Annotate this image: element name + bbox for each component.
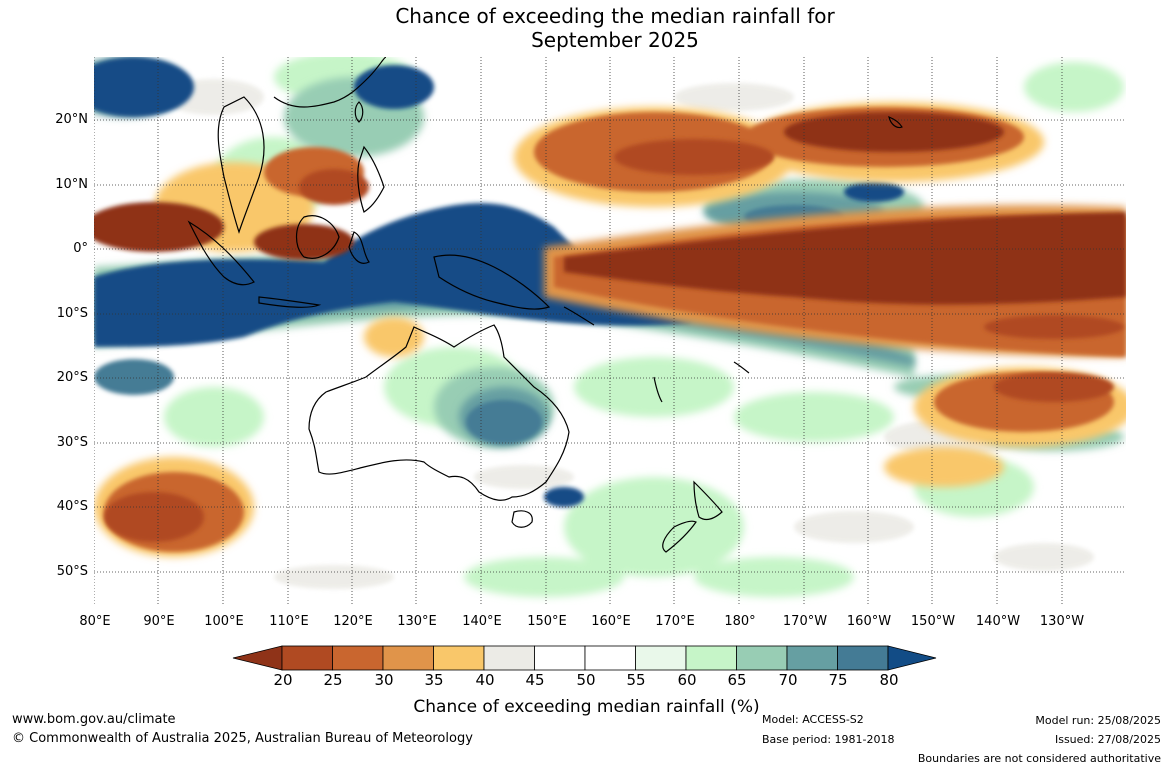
lon-label-150e: 150°E [527, 614, 567, 629]
title-line-1: Chance of exceeding the median rainfall … [395, 4, 835, 28]
lon-label-170e: 170°E [655, 614, 695, 629]
lon-label-160e: 160°E [591, 614, 631, 629]
colorbar-segment [534, 645, 586, 671]
colorbar [232, 645, 937, 671]
colorbar-arrow-right [887, 645, 937, 671]
lon-label-110e: 110°E [269, 614, 309, 629]
rainfall-map [94, 57, 1126, 605]
lat-label-0: 0° [73, 241, 88, 256]
colorbar-tick-55: 55 [626, 671, 646, 689]
hawaii-coastline [888, 116, 903, 129]
coastlines [187, 57, 903, 553]
lat-label-20n: 20°N [55, 112, 88, 127]
lon-label-130w: 130°W [1039, 614, 1085, 629]
new-guinea-coastline [433, 254, 551, 310]
nz-south-island-coastline [662, 520, 697, 553]
nz-north-island-coastline [693, 480, 723, 521]
lon-label-150w: 150°W [910, 614, 956, 629]
model-run-text: Model run: 25/08/2025 [1035, 714, 1161, 727]
colorbar-segment [584, 645, 636, 671]
colorbar-segment [837, 645, 889, 671]
colorbar-segment [281, 645, 333, 671]
lat-label-50s: 50°S [56, 564, 88, 579]
fiji-coastline [733, 361, 750, 374]
colorbar-segment [685, 645, 737, 671]
lat-label-20s: 20°S [56, 370, 88, 385]
lon-label-140e: 140°E [462, 614, 502, 629]
colorbar-tick-80: 80 [879, 671, 899, 689]
dark-brown-areas [94, 112, 1126, 542]
lat-label-10s: 10°S [56, 306, 88, 321]
lon-label-90e: 90°E [143, 614, 175, 629]
base-period-text: Base period: 1981-2018 [762, 733, 895, 746]
map-title: Chance of exceeding the median rainfall … [0, 4, 1173, 52]
lat-label-40s: 40°S [56, 499, 88, 514]
rainfall-map-svg [94, 57, 1126, 605]
colorbar-segment [736, 645, 788, 671]
colorbar-tick-20: 20 [273, 671, 293, 689]
indochina-coastline [217, 96, 265, 234]
website-link[interactable]: www.bom.gov.au/climate [12, 712, 176, 727]
lon-label-130e: 130°E [397, 614, 437, 629]
model-text: Model: ACCESS-S2 [762, 713, 864, 726]
colorbar-tick-70: 70 [778, 671, 798, 689]
colorbar-segment [483, 645, 535, 671]
neutral-speckle [164, 79, 1094, 589]
lon-label-100e: 100°E [204, 614, 244, 629]
lon-label-80e: 80°E [79, 614, 111, 629]
lat-label-10n: 10°N [55, 177, 88, 192]
colorbar-segment [635, 645, 687, 671]
colorbar-tick-40: 40 [475, 671, 495, 689]
colorbar-tick-60: 60 [677, 671, 697, 689]
philippines-coastline [357, 145, 385, 213]
china-coastline [273, 57, 387, 108]
taiwan-coastline [354, 101, 364, 123]
java-coastline [258, 296, 322, 308]
colorbar-segment [382, 645, 434, 671]
lon-label-140w: 140°W [975, 614, 1021, 629]
title-line-2: September 2025 [531, 28, 699, 52]
borneo-coastline [295, 215, 340, 259]
lon-label-170w: 170°W [782, 614, 828, 629]
colorbar-tick-30: 30 [374, 671, 394, 689]
disclaimer-text: Boundaries are not considered authoritat… [917, 752, 1161, 765]
colorbar-segments [232, 645, 937, 671]
colorbar-arrow-left [232, 645, 283, 671]
lon-label-180: 180° [724, 614, 756, 629]
lon-label-160w: 160°W [846, 614, 892, 629]
colorbar-tick-65: 65 [727, 671, 747, 689]
colorbar-tick-25: 25 [323, 671, 343, 689]
colorbar-tick-50: 50 [576, 671, 596, 689]
colorbar-tick-75: 75 [828, 671, 848, 689]
lon-label-120e: 120°E [333, 614, 373, 629]
issued-text: Issued: 27/08/2025 [1054, 733, 1161, 746]
colorbar-segment [332, 645, 384, 671]
graticule [94, 57, 1126, 605]
colorbar-tick-45: 45 [525, 671, 545, 689]
sulawesi-coastline [348, 231, 370, 264]
colorbar-segment [786, 645, 838, 671]
solomon-islands-coastline [563, 306, 595, 326]
colorbar-label: Chance of exceeding median rainfall (%) [413, 697, 760, 717]
sumatra-coastline [187, 220, 255, 286]
tasmania-coastline [511, 510, 533, 528]
colorbar-tick-35: 35 [424, 671, 444, 689]
deep-blue-areas [94, 57, 1114, 507]
colorbar-segment [433, 645, 485, 671]
australia-coastline [308, 324, 570, 501]
copyright-text: © Commonwealth of Australia 2025, Austra… [12, 731, 473, 746]
vanuatu-coastline [653, 376, 663, 403]
lat-label-30s: 30°S [56, 435, 88, 450]
